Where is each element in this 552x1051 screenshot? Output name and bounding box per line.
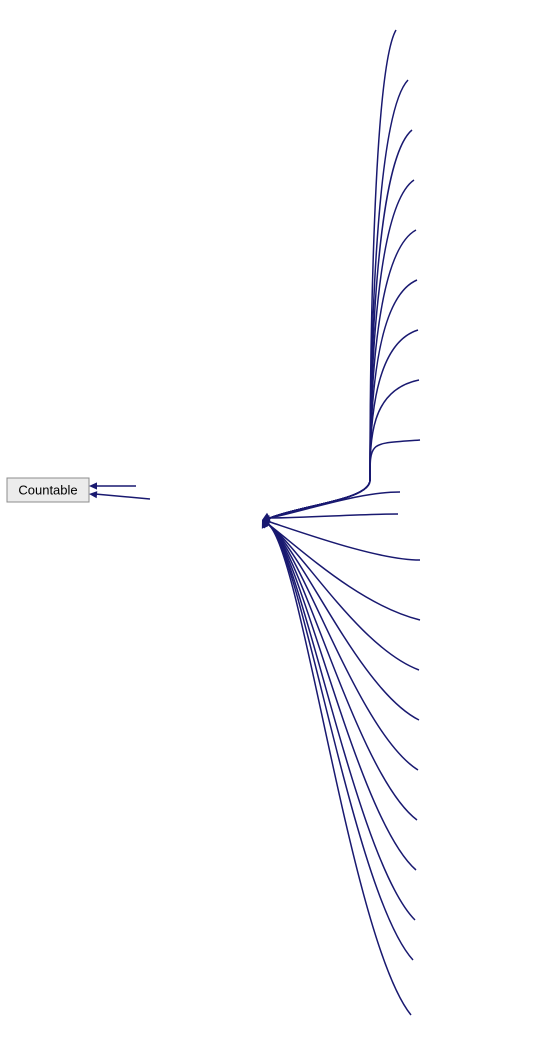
- fan-edge: [270, 280, 417, 518]
- fan-edge: [270, 514, 398, 518]
- fan-edge: [270, 330, 418, 518]
- fan-edge: [270, 180, 414, 518]
- edge-to-node: [95, 494, 150, 499]
- node-countable-label: Countable: [18, 482, 77, 497]
- fan-edge: [268, 524, 415, 920]
- fan-edge: [270, 230, 416, 518]
- fan-edge: [270, 440, 420, 518]
- fan-edge: [268, 524, 413, 960]
- fan-edge: [268, 524, 411, 1015]
- fan-edge: [270, 80, 408, 518]
- fan-edge: [270, 130, 412, 518]
